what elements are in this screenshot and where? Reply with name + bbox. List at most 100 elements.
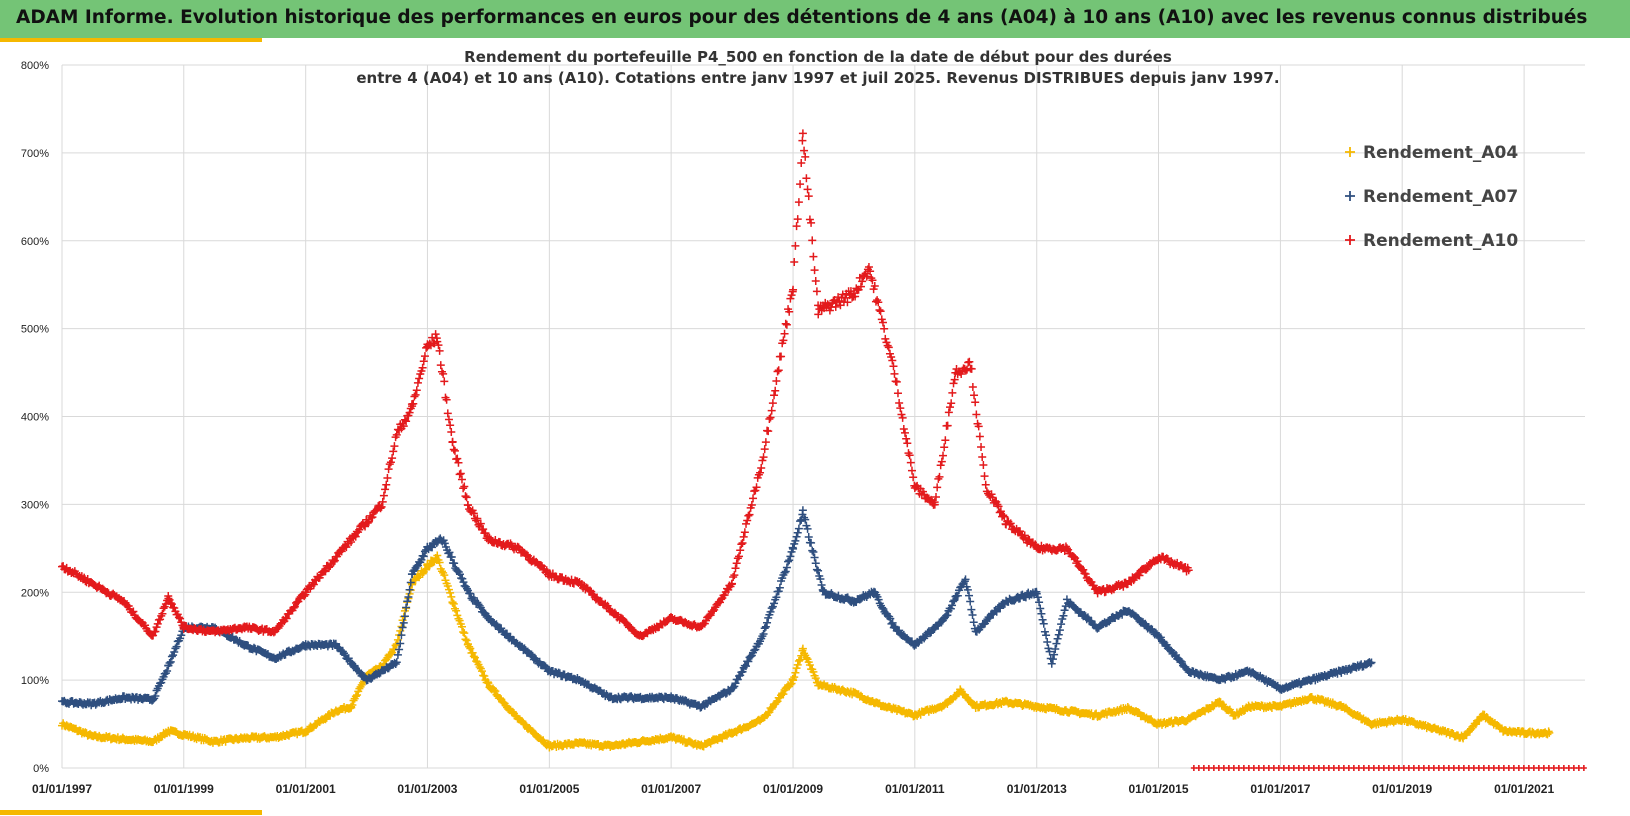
data-point	[452, 606, 461, 615]
data-point	[775, 583, 784, 592]
data-point	[448, 437, 457, 446]
data-point	[932, 493, 941, 502]
data-point	[1037, 609, 1046, 618]
data-point	[349, 696, 358, 705]
y-tick-label: 400%	[21, 412, 49, 424]
data-point	[461, 492, 470, 501]
data-point	[801, 152, 810, 161]
data-point	[1142, 565, 1151, 574]
data-point	[399, 618, 408, 627]
data-point	[463, 501, 472, 510]
data-point	[465, 642, 474, 651]
data-point	[797, 158, 806, 167]
data-point	[409, 399, 418, 408]
data-point	[739, 532, 748, 541]
data-point	[971, 398, 980, 407]
data-point	[730, 571, 739, 580]
data-point	[321, 567, 330, 576]
data-point	[766, 413, 775, 422]
data-point	[782, 320, 791, 329]
data-point	[1005, 520, 1014, 529]
data-point	[811, 277, 820, 286]
data-point	[449, 445, 458, 454]
data-point	[789, 544, 798, 553]
data-point	[936, 461, 945, 470]
data-point	[887, 352, 896, 361]
data-point	[433, 551, 442, 560]
x-tick-label: 01/01/2009	[763, 782, 823, 796]
data-point	[963, 365, 972, 374]
accent-bar-bottom	[0, 810, 262, 815]
series-Rendement_A07	[58, 506, 1376, 712]
data-point	[379, 491, 388, 500]
data-point	[159, 604, 168, 613]
data-point	[355, 525, 364, 534]
data-point	[1134, 708, 1143, 717]
data-point	[1035, 598, 1044, 607]
data-point	[968, 383, 977, 392]
data-point	[780, 329, 789, 338]
data-point	[177, 631, 186, 640]
data-point	[862, 272, 871, 281]
data-point	[784, 557, 793, 566]
data-point	[1135, 571, 1144, 580]
data-point	[890, 622, 899, 631]
x-axis-ticks: 01/01/1997 01/01/1999 01/01/2001 01/01/2003…	[32, 782, 1555, 796]
data-point	[801, 515, 810, 524]
data-point	[461, 635, 470, 644]
report-banner: ADAM Informe. Evolution historique des p…	[0, 0, 1630, 38]
data-point	[789, 285, 798, 294]
data-point	[363, 519, 372, 528]
data-point	[395, 645, 404, 654]
data-point	[708, 607, 717, 616]
data-point	[435, 558, 444, 567]
data-point	[436, 361, 445, 370]
data-point	[807, 218, 816, 227]
data-point	[1177, 658, 1186, 667]
data-point	[418, 363, 427, 372]
data-point	[961, 366, 970, 375]
data-point	[460, 482, 469, 491]
data-point	[383, 474, 392, 483]
data-point	[948, 601, 957, 610]
data-point	[406, 578, 415, 587]
data-point	[953, 591, 962, 600]
data-point	[1367, 658, 1376, 667]
data-point	[484, 679, 493, 688]
data-point	[805, 661, 814, 669]
legend-label: Rendement_A07	[1363, 187, 1518, 207]
data-point	[473, 514, 482, 523]
data-point	[415, 374, 424, 383]
data-point	[749, 494, 758, 503]
data-point	[433, 337, 442, 346]
data-point	[943, 421, 952, 430]
data-point	[878, 603, 887, 612]
data-point	[949, 597, 958, 606]
data-point	[1048, 655, 1057, 664]
x-tick-label: 01/01/1997	[32, 782, 92, 796]
data-point	[428, 543, 437, 552]
data-point	[453, 454, 462, 463]
data-point	[477, 667, 486, 676]
data-point	[940, 443, 949, 452]
y-axis-ticks: 0% 100% 200% 300% 400% 500% 600% 700% 800%	[21, 60, 49, 775]
data-point	[858, 277, 867, 286]
data-point	[384, 465, 393, 474]
data-point	[480, 672, 489, 681]
data-point	[992, 607, 1001, 616]
data-point	[1079, 565, 1088, 574]
data-point	[1038, 615, 1047, 624]
y-tick-label: 200%	[21, 587, 49, 599]
data-point	[167, 652, 176, 661]
x-tick-label: 01/01/2015	[1128, 782, 1188, 796]
data-point	[899, 425, 908, 434]
data-point	[888, 618, 897, 627]
data-point	[759, 453, 768, 462]
data-point	[385, 460, 394, 469]
data-point	[979, 460, 988, 469]
data-point	[759, 630, 768, 639]
data-point	[736, 546, 745, 555]
data-point	[1474, 716, 1483, 725]
data-point	[782, 563, 791, 572]
data-point	[453, 611, 462, 620]
